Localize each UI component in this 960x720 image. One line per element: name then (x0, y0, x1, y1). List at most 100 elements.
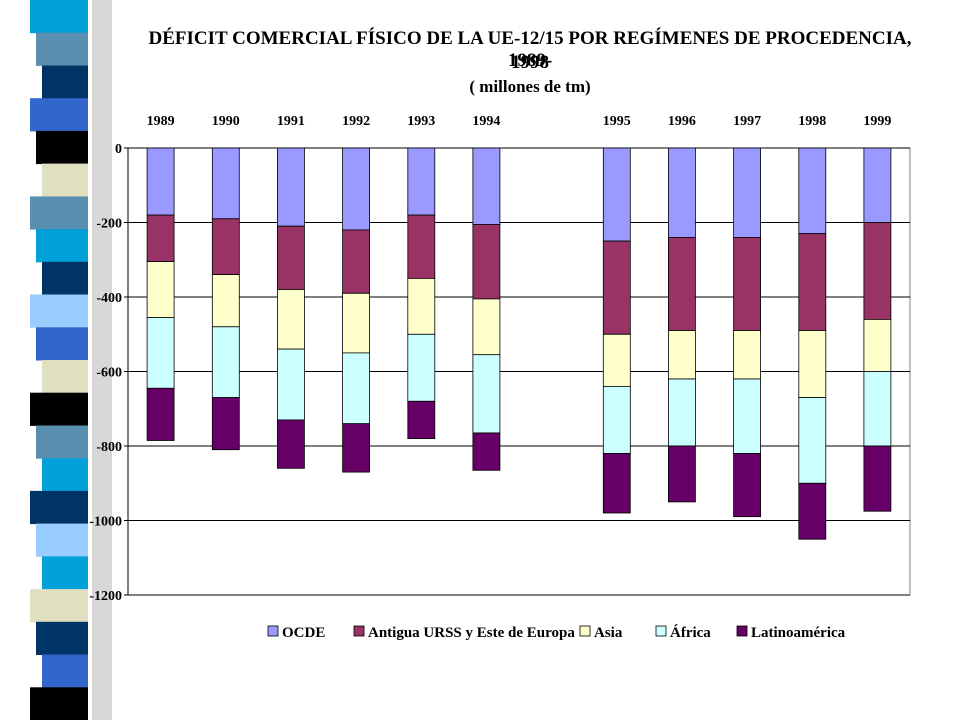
category-label: 1993 (407, 114, 435, 129)
bar-segment (668, 330, 696, 380)
category-label: 1995 (603, 114, 631, 129)
y-tick-label: -200 (96, 217, 122, 232)
stripe-block (42, 261, 88, 295)
bar-segment (602, 452, 631, 514)
bar-segment (472, 298, 501, 356)
stripe-block (30, 98, 88, 132)
stripe-block (42, 65, 88, 99)
stripe-block (36, 327, 88, 361)
bar-segment (211, 326, 240, 398)
y-tick-label: -600 (96, 366, 122, 381)
bar-segment (602, 385, 631, 454)
legend-label: Asia (594, 625, 623, 641)
bar-segment (472, 223, 501, 300)
bar-segment (407, 333, 436, 402)
stripe-block (42, 360, 88, 394)
legend-swatch (655, 625, 667, 637)
bar-segment (668, 147, 696, 238)
bar-segment (733, 452, 761, 518)
stripe-block (36, 32, 88, 66)
legend-label: África (670, 624, 711, 641)
legend-swatch (267, 625, 279, 637)
bar-segment (798, 397, 827, 484)
bar-segment (798, 330, 827, 398)
bar-segment (733, 378, 761, 454)
bar-segment (863, 147, 892, 223)
bar-segment (211, 274, 240, 328)
bar-segment (668, 236, 696, 331)
bar-segment (602, 147, 631, 242)
legend-label: Latinoamérica (751, 625, 846, 641)
category-label: 1990 (212, 114, 240, 129)
stripe-block (42, 163, 88, 197)
y-tick-label: -800 (96, 440, 122, 455)
chart-title-line-2: 1998 (511, 52, 549, 73)
bar-segment (863, 371, 892, 447)
chart-unit-label: ( millones de tm) (469, 77, 591, 96)
category-label: 1989 (147, 114, 175, 129)
bar-segment (863, 222, 892, 320)
stripe-block (36, 130, 88, 165)
bar-segment (733, 236, 761, 331)
category-label: 1999 (863, 114, 891, 129)
bar-segment (733, 330, 761, 380)
bar-segment (798, 482, 827, 540)
category-label: 1998 (798, 114, 826, 129)
bar-segment (146, 147, 175, 216)
stripe-block (36, 425, 88, 459)
stripe-block (30, 196, 88, 230)
stripe-block (30, 687, 88, 720)
category-label: 1994 (472, 114, 500, 129)
bar-segment (602, 333, 631, 387)
bar-segment (276, 289, 305, 350)
bar-segment (211, 218, 240, 276)
bar-segment (342, 229, 371, 294)
bar-segment (276, 225, 305, 290)
y-tick-label: 0 (115, 142, 122, 157)
bar-segment (602, 240, 631, 335)
y-tick-label: -400 (96, 291, 122, 306)
bar-segment (276, 348, 305, 421)
category-label: 1996 (668, 114, 696, 129)
y-tick-label: -1000 (89, 515, 122, 530)
bar-segment (407, 214, 436, 279)
stripe-block (30, 0, 88, 34)
y-tick-label: -1200 (89, 589, 122, 604)
stripe-block (42, 556, 88, 590)
legend-swatch (736, 625, 748, 637)
bar-segment (276, 147, 305, 227)
bar-segment (407, 400, 436, 439)
bar-segment (472, 147, 501, 225)
bar-segment (798, 147, 827, 235)
stripe-block (30, 392, 88, 426)
bar-segment (472, 432, 501, 471)
bar-segment (342, 423, 371, 473)
legend: OCDE Antigua URSS y Este de Europa Asia Áfr… (267, 624, 846, 641)
legend-label: OCDE (282, 625, 325, 641)
bar-segment (668, 445, 696, 503)
stripe-block (30, 589, 88, 623)
bar-segment (211, 397, 240, 451)
category-label: 1992 (342, 114, 370, 129)
bar-segment (668, 378, 696, 447)
stripe-block (36, 523, 88, 557)
stripe-block (36, 229, 88, 263)
stripe-block (42, 654, 88, 688)
legend-swatch (353, 625, 365, 637)
decorative-stripe-border (30, 0, 112, 720)
bar-segment (146, 387, 175, 441)
bar-segment (342, 352, 371, 425)
bar-segment (146, 214, 175, 263)
bar-segment (863, 445, 892, 512)
bar-segment (863, 318, 892, 372)
bar-segment (276, 419, 305, 469)
category-label: 1997 (733, 114, 761, 129)
legend-label: Antigua URSS y Este de Europa (368, 625, 575, 641)
bar-segment (407, 147, 436, 216)
legend-swatch (579, 625, 591, 637)
bar-segment (146, 317, 175, 389)
bar-segment (472, 354, 501, 434)
stripe-block (30, 490, 88, 525)
bar-segment (211, 147, 240, 220)
